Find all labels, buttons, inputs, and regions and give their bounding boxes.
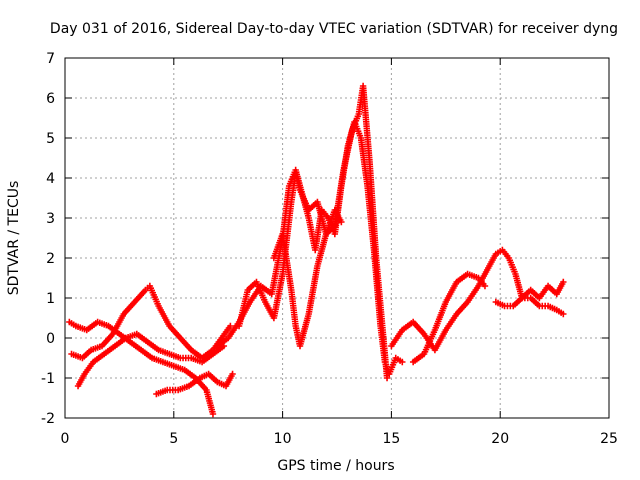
series-sat_c	[74, 330, 228, 390]
y-tick-label: 5	[46, 131, 55, 147]
data-point	[560, 310, 567, 318]
y-tick-label: -1	[41, 371, 55, 387]
x-tick-label: 25	[600, 431, 618, 447]
series-sat_g	[270, 206, 345, 350]
y-tick-label: 6	[46, 91, 55, 107]
series-sat_h	[388, 246, 567, 354]
data-point	[383, 374, 391, 382]
y-tick-label: 4	[46, 171, 55, 187]
series-sat_d	[153, 370, 236, 398]
chart-title: Day 031 of 2016, Sidereal Day-to-day VTE…	[50, 21, 618, 37]
x-tick-label: 0	[61, 431, 70, 447]
x-axis-label: GPS time / hours	[277, 458, 394, 474]
series-sat_i	[409, 270, 489, 366]
y-tick-label: -2	[41, 411, 55, 427]
data-point	[227, 322, 234, 330]
series-sat_j	[492, 294, 567, 318]
x-tick-label: 10	[274, 431, 292, 447]
plot-frame	[64, 57, 610, 419]
data-point	[481, 282, 489, 290]
x-tick-label: 20	[491, 431, 509, 447]
data-markers	[66, 82, 567, 418]
x-tick-label: 5	[169, 431, 178, 447]
axis-ticks: -2 -1 0 1 2 3 4 5 6 7 0 5 10 15 20 25	[41, 51, 618, 447]
y-tick-label: 2	[46, 251, 55, 267]
y-tick-label: 0	[46, 331, 55, 347]
data-point	[229, 370, 236, 378]
y-tick-label: 1	[46, 291, 55, 307]
x-tick-label: 15	[382, 431, 400, 447]
y-tick-label: 7	[46, 51, 55, 67]
y-axis-label: SDTVAR / TECUs	[6, 181, 22, 296]
grid	[65, 58, 609, 418]
data-point	[399, 358, 406, 366]
data-point	[338, 218, 345, 226]
y-tick-label: 3	[46, 211, 55, 227]
data-point	[560, 278, 567, 286]
series-sat_b	[68, 282, 234, 362]
data-point	[209, 410, 217, 418]
